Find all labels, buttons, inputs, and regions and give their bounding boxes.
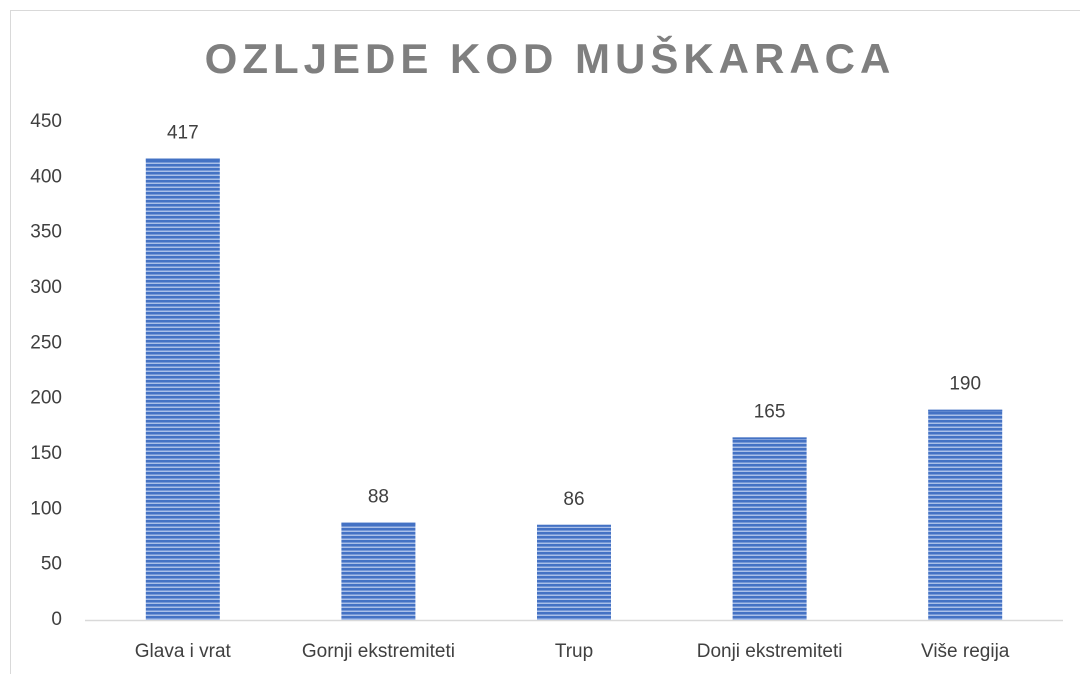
x-tick-label: Gornji ekstremiteti bbox=[302, 641, 455, 662]
data-label: 165 bbox=[754, 401, 786, 422]
y-tick-label: 50 bbox=[41, 554, 62, 575]
y-tick-label: 250 bbox=[30, 332, 62, 353]
y-tick-label: 150 bbox=[30, 443, 62, 464]
data-label: 190 bbox=[949, 374, 981, 395]
bar-top bbox=[928, 409, 1003, 412]
bar bbox=[537, 524, 611, 620]
data-label: 88 bbox=[368, 487, 389, 508]
x-tick-label: Trup bbox=[555, 641, 593, 662]
bar bbox=[732, 437, 807, 620]
y-tick-label: 450 bbox=[30, 111, 62, 132]
y-tick-label: 300 bbox=[30, 277, 62, 298]
x-tick-label: Donji ekstremiteti bbox=[697, 641, 843, 662]
data-label: 86 bbox=[563, 489, 584, 510]
bar-top bbox=[732, 437, 807, 440]
bar bbox=[145, 158, 220, 620]
chart-title: OZLJEDE KOD MUŠKARACA bbox=[205, 34, 896, 82]
y-tick-label: 200 bbox=[30, 388, 62, 409]
chart-border bbox=[10, 10, 1080, 674]
bar-top bbox=[145, 158, 220, 161]
y-tick-label: 400 bbox=[30, 166, 62, 187]
bar-top bbox=[341, 522, 416, 525]
y-tick-label: 0 bbox=[51, 609, 62, 630]
bar bbox=[341, 522, 416, 620]
y-tick-label: 350 bbox=[30, 222, 62, 243]
bar-top bbox=[537, 524, 611, 527]
data-label: 417 bbox=[167, 123, 199, 144]
y-tick-label: 100 bbox=[30, 498, 62, 519]
x-tick-label: Glava i vrat bbox=[135, 641, 232, 662]
x-tick-label: Više regija bbox=[921, 641, 1010, 662]
bar bbox=[928, 409, 1003, 620]
